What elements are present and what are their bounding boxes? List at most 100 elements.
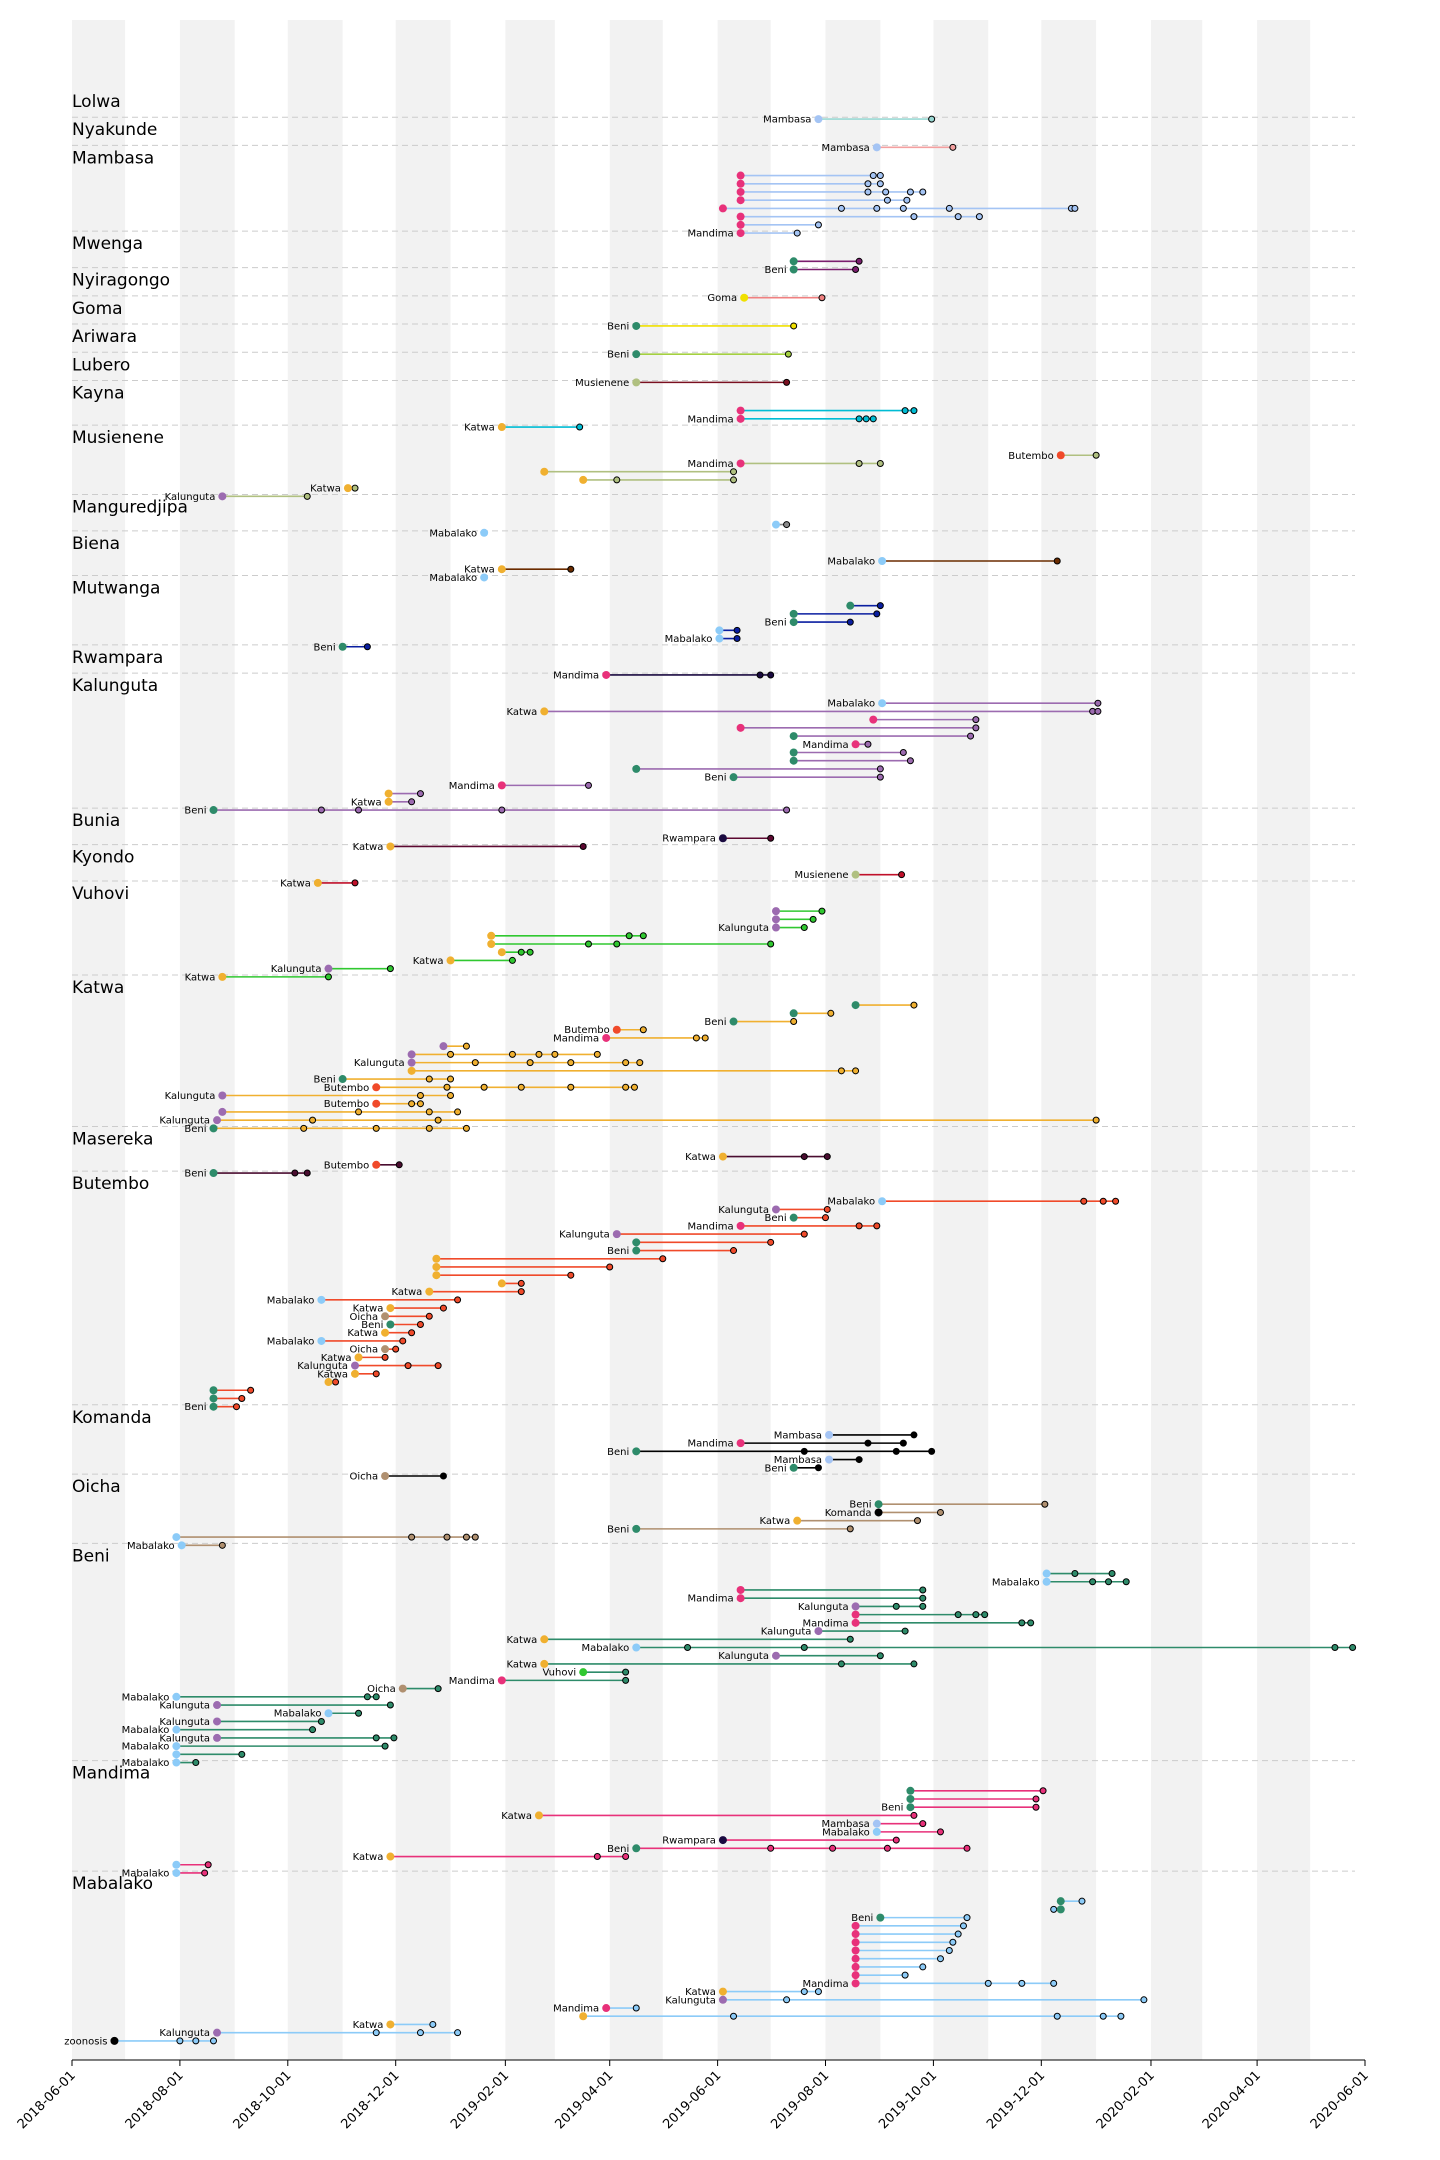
tip-point — [408, 798, 416, 806]
tip-point — [443, 1083, 451, 1091]
tip-point — [954, 1930, 962, 1938]
tip-point — [873, 204, 881, 212]
source-point — [632, 350, 641, 359]
group-separators — [72, 116, 1355, 1872]
tip-point — [790, 1018, 798, 1026]
tip-point — [471, 1533, 479, 1541]
source-point — [736, 1221, 745, 1230]
tip-point — [567, 1059, 575, 1067]
source-label: Kalunguta — [718, 1205, 769, 1216]
source-label: Beni — [184, 1169, 206, 1180]
tip-point — [636, 1059, 644, 1067]
source-point — [209, 1394, 218, 1403]
source-point — [789, 257, 798, 266]
tip-point — [910, 213, 918, 221]
month-band — [395, 20, 451, 2060]
tip-point — [873, 610, 881, 618]
group-label: Goma — [72, 299, 123, 319]
group-label: Beni — [72, 1546, 110, 1566]
tip-point — [630, 1083, 638, 1091]
source-label: Katwa — [413, 956, 444, 967]
source-point — [172, 1750, 181, 1759]
source-point — [372, 1099, 381, 1108]
tip-point — [593, 1853, 601, 1861]
group-label: Biena — [72, 534, 120, 554]
source-label: Katwa — [464, 565, 495, 576]
source-point — [218, 1107, 227, 1116]
tip-point — [936, 1828, 944, 1836]
source-label: Beni — [607, 1844, 629, 1855]
source-point — [497, 1279, 506, 1288]
tip-point — [204, 1861, 212, 1869]
source-point — [317, 1336, 326, 1345]
source-label: Musienene — [794, 870, 848, 881]
tip-point — [783, 378, 791, 386]
tip-point — [1078, 1897, 1086, 1905]
tip-point — [355, 1108, 363, 1116]
source-point — [851, 1946, 860, 1955]
tip-point — [730, 1247, 738, 1255]
tip-point — [793, 229, 801, 237]
tip-point — [454, 2029, 462, 2037]
source-label: Beni — [607, 1246, 629, 1257]
source-label: Butembo — [324, 1099, 369, 1110]
tip-point — [892, 1836, 900, 1844]
tip-point — [535, 1050, 543, 1058]
tip-point — [919, 188, 927, 196]
tip-point — [372, 1124, 380, 1132]
tip-point — [508, 956, 516, 964]
source-point — [209, 1402, 218, 1411]
source-label: Mandima — [688, 1594, 734, 1605]
tip-point — [733, 626, 741, 634]
source-label: Kalunguta — [761, 1627, 812, 1638]
tip-point — [526, 948, 534, 956]
tip-point — [622, 1668, 630, 1676]
month-bands — [72, 20, 1311, 2060]
source-point — [632, 764, 641, 773]
tip-point — [372, 2029, 380, 2037]
group-label: Masereka — [72, 1129, 153, 1149]
source-label: Beni — [704, 1017, 726, 1028]
x-axis: 2018-06-01 2018-08-01 2018-10-01 2018-12-01… — [15, 2059, 1372, 2132]
tip-point — [447, 1050, 455, 1058]
source-label: Kalunguta — [165, 1091, 216, 1102]
source-label: Beni — [851, 1913, 873, 1924]
tip-point — [567, 1083, 575, 1091]
source-point — [851, 1602, 860, 1611]
group-label: Musienene — [72, 428, 164, 448]
source-point — [407, 1050, 416, 1059]
tip-point — [809, 915, 817, 923]
source-point — [338, 642, 347, 651]
tip-point — [425, 1124, 433, 1132]
source-point — [432, 1271, 441, 1280]
source-label: Beni — [765, 1463, 787, 1474]
source-point — [213, 1733, 222, 1742]
tip-point — [1027, 1619, 1035, 1627]
tip-point — [639, 932, 647, 940]
source-point — [372, 1083, 381, 1092]
source-point — [497, 781, 506, 790]
source-label: Mabalako — [122, 1758, 170, 1769]
tip-point — [919, 1820, 927, 1828]
source-point — [771, 923, 780, 932]
tip-point — [876, 773, 884, 781]
tip-point — [864, 188, 872, 196]
source-label: Katwa — [321, 1353, 352, 1364]
source-label: Kalunguta — [354, 1058, 405, 1069]
source-label: Oicha — [349, 1312, 378, 1323]
source-point — [602, 1033, 611, 1042]
source-point — [718, 834, 727, 843]
tip-point — [767, 1844, 775, 1852]
source-label: Mabalako — [267, 1295, 315, 1306]
tip-point — [684, 1644, 692, 1651]
source-point — [789, 1009, 798, 1018]
source-label: Mabalako — [827, 1197, 875, 1208]
tip-point — [910, 1811, 918, 1819]
source-label: Oicha — [367, 1684, 396, 1695]
tip-point — [954, 213, 962, 221]
tip-point — [192, 2037, 200, 2045]
tip-point — [439, 1304, 447, 1312]
tip-point — [386, 965, 394, 973]
source-label: Beni — [607, 321, 629, 332]
tip-point — [1108, 1570, 1116, 1578]
